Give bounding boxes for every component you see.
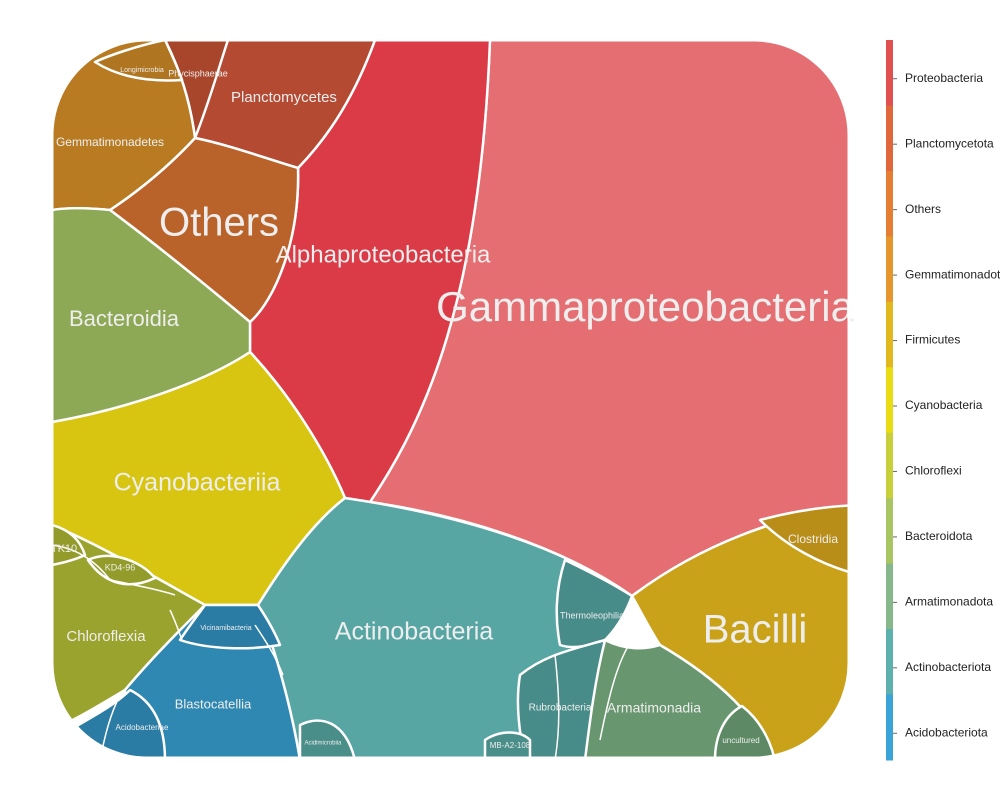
cell-label-clostridia: Clostridia	[788, 532, 838, 546]
cell-uncultured	[713, 704, 777, 758]
legend-swatch-proteobacteria	[886, 40, 893, 106]
cell-acidimicrobiia	[298, 719, 357, 758]
cell-label-gemmatimonadetes: Gemmatimonadetes	[56, 135, 164, 149]
cell-clostridia	[758, 503, 849, 577]
legend-label-bacteroidota: Bacteroidota	[905, 529, 973, 543]
cell-label-phycisphaerae: Phycisphaerae	[168, 68, 228, 78]
cell-divider	[254, 624, 284, 676]
cell-divider	[554, 654, 560, 758]
cell-label-kd4-96: KD4-96	[105, 562, 136, 572]
cell-bacteroidia	[52, 206, 252, 424]
legend-swatch-chloroflexi	[886, 432, 893, 499]
cell-divider	[94, 61, 183, 82]
legend-label-chloroflexi: Chloroflexi	[905, 464, 962, 478]
cell-divider	[599, 629, 641, 741]
legend-label-acidobacteriota: Acidobacteriota	[905, 725, 988, 739]
legend-swatch-acidobacteriota	[886, 694, 893, 761]
legend-swatch-actinobacteriota	[886, 629, 893, 696]
cell-label-bacteroidia: Bacteroidia	[69, 306, 180, 331]
cell-label-cyanobacteriia: Cyanobacteriia	[114, 469, 281, 497]
legend-label-cyanobacteria: Cyanobacteria	[905, 398, 983, 412]
cell-vicinamibacteria	[178, 603, 282, 650]
cell-divider	[52, 544, 111, 581]
legend-swatch-gemmatimonadota	[886, 236, 893, 303]
cell-label-bacilli: Bacilli	[703, 608, 807, 652]
cell-label-blastocatellia: Blastocatellia	[175, 696, 252, 711]
treemap-cells	[52, 40, 849, 758]
legend-swatch-firmicutes	[886, 301, 893, 368]
cell-divider	[169, 609, 183, 641]
legend-label-armatimonadota: Armatimonadota	[905, 595, 993, 609]
cell-label-uncultured: uncultured	[722, 736, 759, 745]
cell-label-armatimonadia: Armatimonadia	[607, 700, 701, 716]
legend-label-firmicutes: Firmicutes	[905, 333, 960, 347]
treemap-frame	[50, 38, 851, 760]
cell-label-longimicrobia: Longimicrobia	[120, 67, 164, 74]
cell-label-rubrobacteria: Rubrobacteria	[529, 703, 592, 714]
legend-label-planctomycetota: Planctomycetota	[905, 136, 994, 150]
legend-label-others: Others	[905, 202, 941, 216]
cell-label-planctomycetes: Planctomycetes	[231, 89, 337, 106]
legend-swatch-cyanobacteria	[886, 367, 893, 434]
cell-divider	[109, 579, 176, 596]
legend-label-actinobacteriota: Actinobacteriota	[905, 660, 991, 674]
legend-swatch-others	[886, 170, 893, 237]
cell-label-acidobacteriae: Acidobacteriae	[116, 723, 169, 732]
legend-swatch-planctomycetota	[886, 105, 893, 172]
cell-label-thermoleophilia: Thermoleophilia	[560, 610, 624, 620]
legend-swatch-bacteroidota	[886, 498, 893, 565]
legend-label-proteobacteria: Proteobacteria	[905, 71, 983, 85]
legend: Proteobacteria Planctomycetota Others Gemma…	[886, 40, 1000, 761]
cell-label-gammaproteobacteria: Gammaproteobacteria	[436, 283, 855, 330]
cell-label-others: Others	[159, 201, 279, 245]
cell-label-acidimicrobiia: Acidimicrobiia	[304, 741, 342, 747]
cell-label-chloroflexia: Chloroflexia	[66, 628, 146, 645]
cell-kd4-96	[86, 554, 157, 586]
cell-rubrobacteria	[516, 638, 607, 758]
cell-label-mb-a2-108: MB-A2-108	[490, 741, 531, 750]
cell-label-actinobacteria: Actinobacteria	[335, 618, 494, 646]
cell-label-alphaproteobacteria: Alphaproteobacteria	[276, 241, 491, 268]
legend-label-gemmatimonadota: Gemmatimonadota	[905, 267, 1000, 281]
cell-label-tk10: TK10	[51, 543, 77, 555]
cell-tk10	[52, 523, 87, 567]
cell-label-vicinamibacteria: Vicinamibacteria	[200, 625, 251, 632]
legend-swatch-armatimonadota	[886, 563, 893, 630]
